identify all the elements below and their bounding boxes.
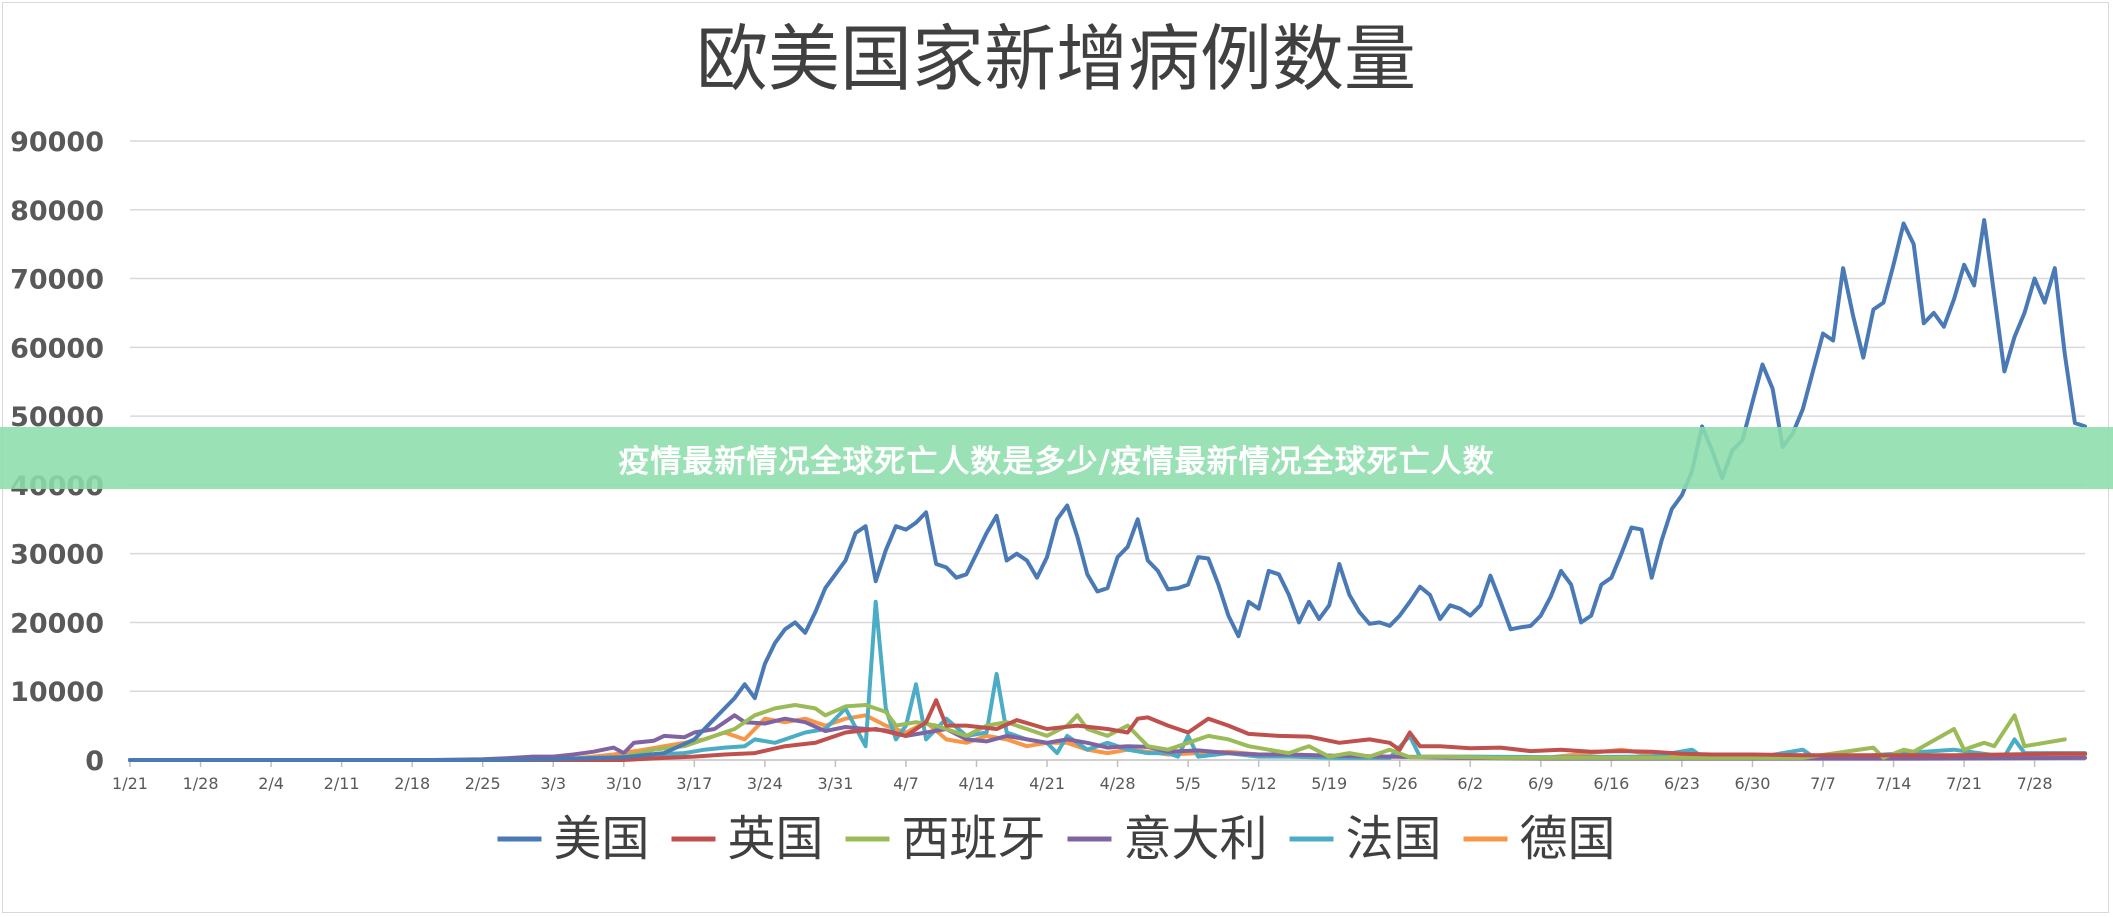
legend-item-3: 西班牙	[845, 811, 1046, 867]
x-tick-label: 4/14	[959, 774, 995, 793]
y-tick-label: 60000	[10, 333, 104, 364]
series-line-1	[128, 218, 2087, 762]
x-tick-label: 2/18	[394, 774, 430, 793]
y-tick-label: 10000	[10, 677, 104, 708]
x-tick-label: 3/10	[606, 774, 642, 793]
y-tick-label: 80000	[10, 196, 104, 227]
x-tick-label: 2/11	[324, 774, 360, 793]
x-tick-label: 7/7	[1810, 774, 1836, 793]
legend-item-1: 美国	[497, 811, 650, 867]
x-tick-label: 5/12	[1241, 774, 1277, 793]
x-tick-label: 6/9	[1528, 774, 1554, 793]
x-tick-label: 1/21	[112, 774, 148, 793]
x-tick-label: 6/16	[1593, 774, 1629, 793]
legend-item-4: 意大利	[1067, 811, 1268, 867]
legend-item-6: 德国	[1463, 811, 1616, 867]
x-axis-ticks: 1/21 1/28 2/4 2/11 2/18 2/25 3/3 3/10 3/17 3/24 3/…	[112, 760, 2053, 793]
x-tick-label: 6/23	[1664, 774, 1700, 793]
series-line-5	[128, 599, 2087, 762]
x-tick-label: 5/26	[1382, 774, 1418, 793]
x-tick-label: 2/25	[465, 774, 501, 793]
legend-item-5: 法国	[1289, 811, 1442, 867]
x-tick-label: 2/4	[258, 774, 284, 793]
x-tick-label: 5/5	[1175, 774, 1201, 793]
x-tick-label: 7/28	[2017, 774, 2053, 793]
x-tick-label: 5/19	[1311, 774, 1347, 793]
y-tick-label: 70000	[10, 265, 104, 296]
x-tick-label: 4/21	[1029, 774, 1065, 793]
x-tick-label: 3/24	[747, 774, 783, 793]
overlay-banner: 疫情最新情况全球死亡人数是多少/疫情最新情况全球死亡人数	[0, 427, 2113, 489]
y-tick-label: 30000	[10, 540, 104, 571]
x-tick-label: 1/28	[183, 774, 219, 793]
legend-label: 西班牙	[902, 811, 1046, 867]
y-tick-label: 0	[85, 746, 104, 777]
series-line-2	[128, 698, 2087, 762]
x-tick-label: 7/14	[1876, 774, 1912, 793]
legend-label: 英国	[728, 811, 824, 867]
x-tick-label: 3/17	[676, 774, 712, 793]
legend-item-2: 英国	[671, 811, 824, 867]
legend: 美国 英国 西班牙 意大利 法国 德国	[497, 811, 1616, 867]
banner-text: 疫情最新情况全球死亡人数是多少/疫情最新情况全球死亡人数	[618, 443, 1495, 480]
legend-label: 德国	[1520, 811, 1616, 867]
x-tick-label: 6/30	[1734, 774, 1770, 793]
series-layer	[128, 218, 2087, 762]
y-tick-label: 20000	[10, 608, 104, 639]
x-tick-label: 3/3	[540, 774, 566, 793]
x-tick-label: 4/28	[1100, 774, 1136, 793]
x-tick-label: 4/7	[893, 774, 919, 793]
x-tick-label: 6/2	[1457, 774, 1483, 793]
chart-title: 欧美国家新增病例数量	[696, 17, 1416, 101]
x-tick-label: 7/21	[1946, 774, 1982, 793]
grid-layer	[130, 140, 2085, 761]
legend-label: 美国	[554, 811, 650, 867]
x-tick-label: 3/31	[817, 774, 853, 793]
y-tick-label: 90000	[10, 127, 104, 158]
legend-label: 意大利	[1124, 811, 1268, 867]
legend-label: 法国	[1346, 811, 1442, 867]
series-line-3	[128, 703, 2067, 762]
